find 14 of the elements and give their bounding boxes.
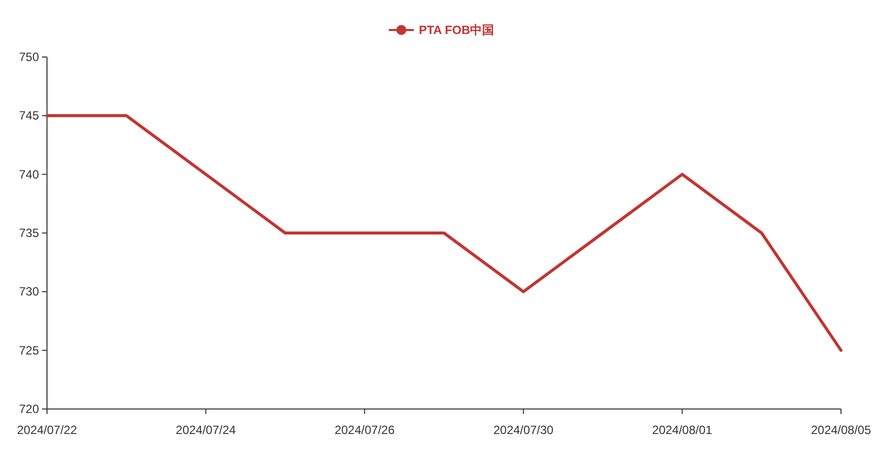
legend-label: PTA FOB中国 [418, 23, 494, 37]
x-tick-label: 2024/07/30 [493, 423, 554, 437]
x-tick-label: 2024/08/01 [652, 423, 713, 437]
x-tick-label: 2024/07/24 [176, 423, 236, 437]
y-tick-label: 750 [18, 50, 40, 64]
y-tick-label: 725 [18, 343, 40, 358]
y-tick-label: 745 [18, 108, 40, 123]
y-tick-label: 735 [18, 226, 40, 240]
y-tick-label: 740 [18, 167, 40, 182]
x-tick-label: 2024/07/26 [334, 423, 395, 437]
x-tick-label: 2024/08/05 [810, 423, 872, 437]
y-tick-label: 720 [18, 402, 40, 416]
x-tick-label: 2024/07/22 [16, 423, 78, 437]
y-tick-label: 730 [18, 284, 40, 299]
